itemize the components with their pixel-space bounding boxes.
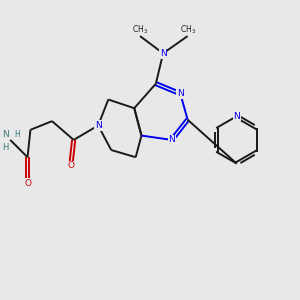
Text: N: N (233, 112, 240, 121)
Text: CH$_3$: CH$_3$ (132, 24, 148, 36)
Text: N: N (2, 130, 9, 139)
Text: N: N (177, 89, 184, 98)
Text: O: O (67, 161, 74, 170)
Text: CH$_3$: CH$_3$ (179, 24, 196, 36)
Text: N: N (160, 49, 167, 58)
Text: N: N (168, 135, 175, 144)
Text: N: N (95, 121, 102, 130)
Text: H: H (2, 142, 9, 152)
Text: O: O (24, 179, 31, 188)
Text: H: H (14, 130, 20, 139)
